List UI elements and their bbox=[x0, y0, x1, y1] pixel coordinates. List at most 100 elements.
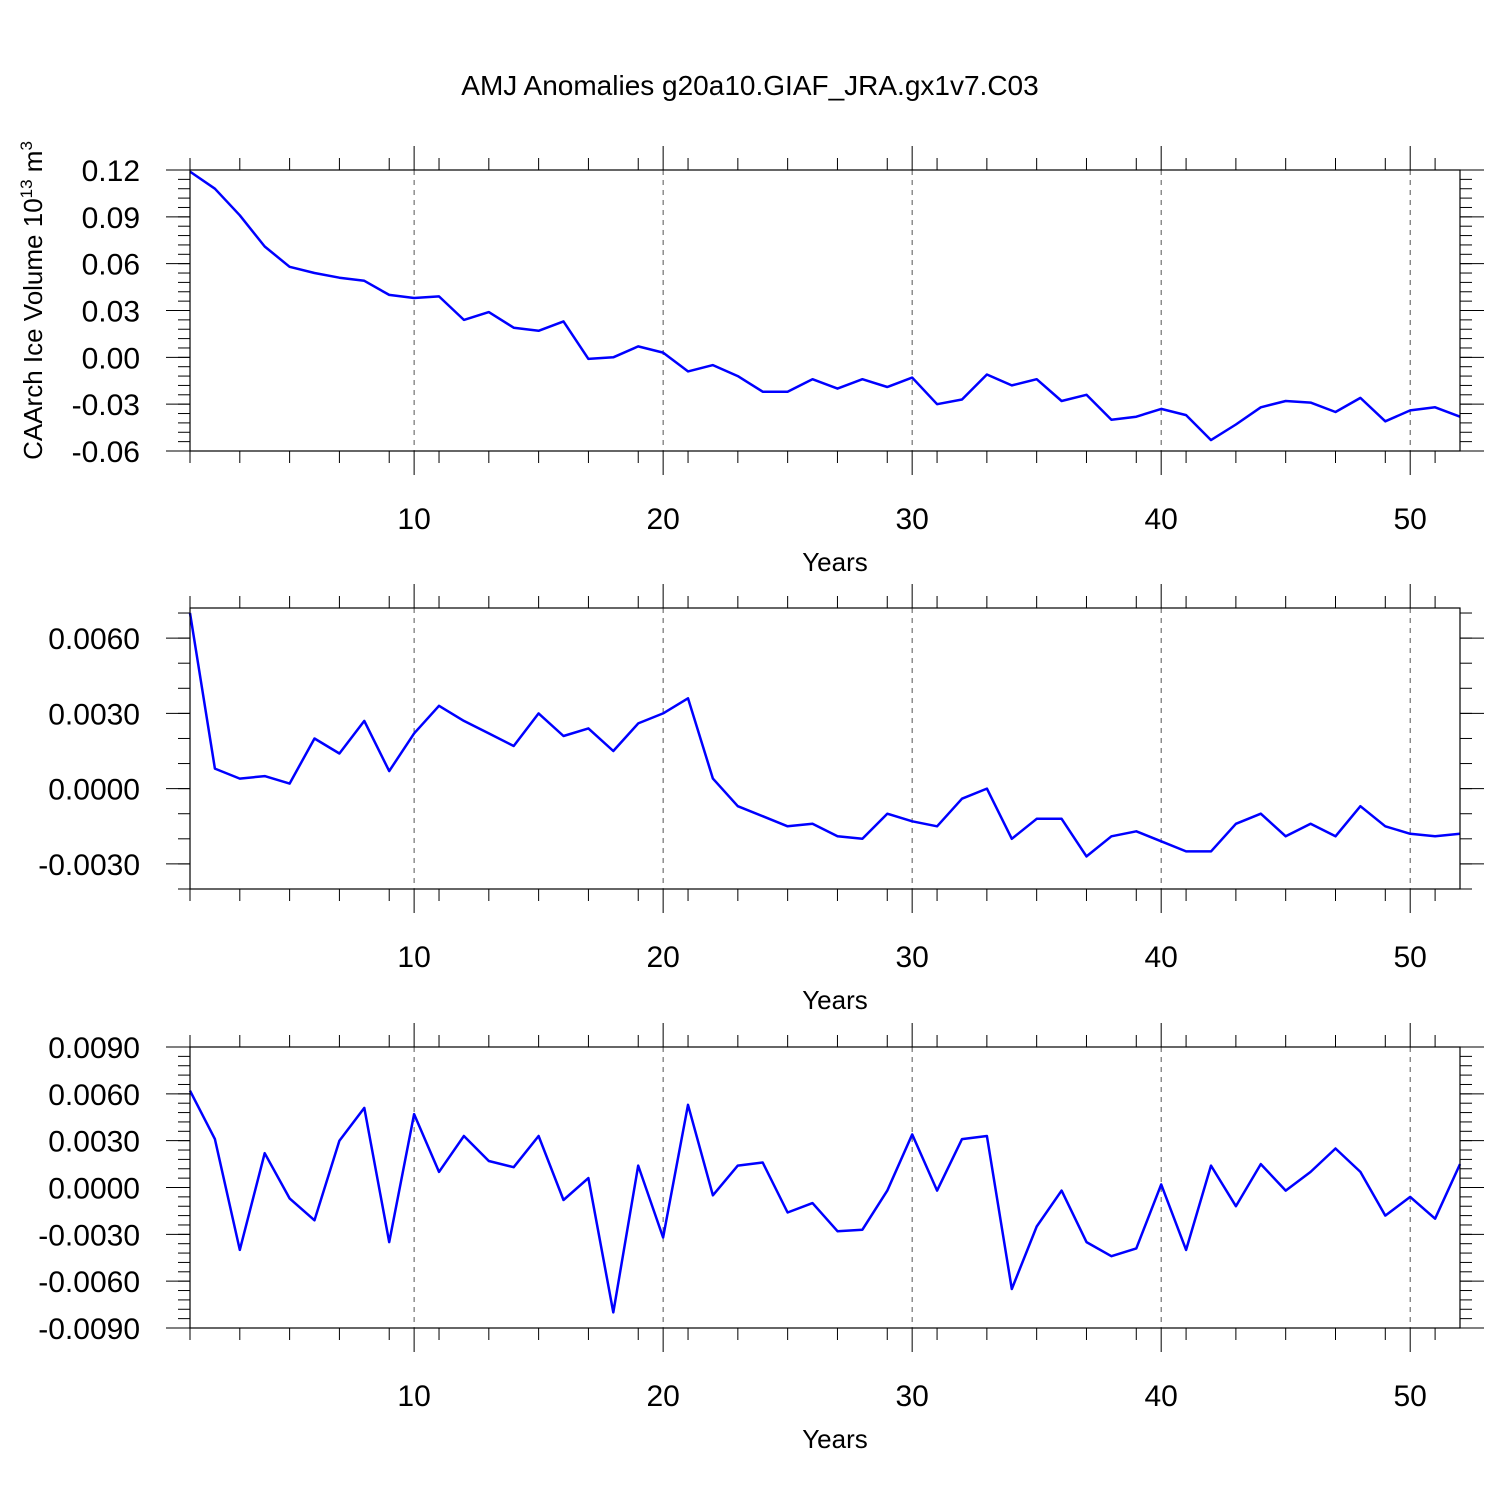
data-point bbox=[1010, 383, 1014, 387]
data-point bbox=[1433, 834, 1437, 838]
data-point bbox=[313, 736, 317, 740]
chart-panel-3: 10 20 30 40 50 -0.0090 -0.0060 -0.0030 0.0000 0.0… bbox=[38, 1023, 1484, 1454]
data-point bbox=[337, 1139, 341, 1143]
data-point bbox=[611, 1310, 615, 1314]
x-tick-label: 50 bbox=[1394, 503, 1427, 536]
data-point bbox=[960, 1137, 964, 1141]
data-point bbox=[1109, 418, 1113, 422]
x-tick-label: 20 bbox=[646, 1380, 679, 1413]
data-point bbox=[213, 187, 217, 191]
data-point bbox=[1134, 829, 1138, 833]
data-point bbox=[1234, 422, 1238, 426]
data-point bbox=[1259, 405, 1263, 409]
data-point bbox=[487, 310, 491, 314]
data-point bbox=[860, 837, 864, 841]
data-point bbox=[362, 719, 366, 723]
data-point bbox=[1035, 817, 1039, 821]
data-point bbox=[611, 355, 615, 359]
data-point bbox=[661, 351, 665, 355]
data-point bbox=[1383, 419, 1387, 423]
data-point bbox=[1284, 834, 1288, 838]
x-axis-label: Years bbox=[802, 547, 868, 577]
data-point bbox=[238, 777, 242, 781]
y-tick-label: -0.03 bbox=[72, 389, 140, 422]
y-tick-label: -0.0030 bbox=[38, 1219, 140, 1252]
data-point bbox=[1408, 832, 1412, 836]
data-point bbox=[985, 1134, 989, 1138]
data-point bbox=[786, 824, 790, 828]
data-point bbox=[487, 1159, 491, 1163]
data-point bbox=[1358, 804, 1362, 808]
data-point bbox=[835, 387, 839, 391]
x-tick-label: 40 bbox=[1144, 1380, 1177, 1413]
data-point bbox=[1035, 377, 1039, 381]
data-point bbox=[661, 1235, 665, 1239]
data-point bbox=[1060, 817, 1064, 821]
data-point bbox=[313, 1218, 317, 1222]
y-tick-label: 0.03 bbox=[82, 296, 140, 329]
data-point bbox=[238, 213, 242, 217]
data-point bbox=[736, 374, 740, 378]
data-point bbox=[1433, 1217, 1437, 1221]
data-point bbox=[1134, 415, 1138, 419]
y-tick-label: 0.09 bbox=[82, 202, 140, 235]
data-point bbox=[1109, 1254, 1113, 1258]
data-point bbox=[1408, 408, 1412, 412]
data-point bbox=[1333, 834, 1337, 838]
data-point bbox=[213, 767, 217, 771]
data-point bbox=[562, 1198, 566, 1202]
data-point bbox=[362, 1106, 366, 1110]
y-tick-label: 0.0060 bbox=[48, 623, 140, 656]
data-point bbox=[1184, 849, 1188, 853]
data-point bbox=[1035, 1225, 1039, 1229]
x-tick-label: 10 bbox=[397, 941, 430, 974]
data-point bbox=[736, 804, 740, 808]
y-tick-label: 0.0090 bbox=[48, 1032, 140, 1065]
data-point bbox=[238, 1248, 242, 1252]
data-point bbox=[462, 1134, 466, 1138]
data-point bbox=[263, 774, 267, 778]
y-tick-label: 0.0000 bbox=[48, 1173, 140, 1206]
data-point bbox=[586, 357, 590, 361]
data-point bbox=[1309, 822, 1313, 826]
data-point bbox=[885, 812, 889, 816]
plot-frame bbox=[189, 169, 1461, 452]
data-point bbox=[711, 363, 715, 367]
data-point bbox=[462, 318, 466, 322]
x-tick-label: 50 bbox=[1394, 1380, 1427, 1413]
data-point bbox=[586, 1176, 590, 1180]
y-tick-label: 0.06 bbox=[82, 249, 140, 282]
x-tick-label: 20 bbox=[646, 503, 679, 536]
page-title: AMJ Anomalies g20a10.GIAF_JRA.gx1v7.C03 bbox=[461, 70, 1039, 101]
x-tick-label: 50 bbox=[1394, 941, 1427, 974]
data-point bbox=[1309, 401, 1313, 405]
data-point bbox=[437, 294, 441, 298]
x-tick-label: 40 bbox=[1144, 941, 1177, 974]
data-point bbox=[1134, 1246, 1138, 1250]
x-axis-label: Years bbox=[802, 1424, 868, 1454]
data-point bbox=[1284, 399, 1288, 403]
y-tick-label: 0.00 bbox=[82, 342, 140, 375]
data-point bbox=[1209, 438, 1213, 442]
y-tick-label: -0.0030 bbox=[38, 849, 140, 882]
y-tick-label: 0.0000 bbox=[48, 774, 140, 807]
x-tick-label: 30 bbox=[895, 1380, 928, 1413]
data-point bbox=[985, 787, 989, 791]
data-point bbox=[811, 1201, 815, 1205]
data-point bbox=[811, 822, 815, 826]
data-point bbox=[288, 782, 292, 786]
x-tick-label: 30 bbox=[895, 503, 928, 536]
data-point bbox=[1234, 1204, 1238, 1208]
data-point bbox=[313, 271, 317, 275]
data-point bbox=[1408, 1195, 1412, 1199]
data-point bbox=[387, 769, 391, 773]
data-point bbox=[1184, 413, 1188, 417]
y-tick-label: 0.0030 bbox=[48, 1126, 140, 1159]
data-point bbox=[786, 390, 790, 394]
x-tick-label: 40 bbox=[1144, 503, 1177, 536]
data-point bbox=[537, 1134, 541, 1138]
data-point bbox=[387, 293, 391, 297]
y-tick-label: -0.06 bbox=[72, 436, 140, 469]
data-point bbox=[263, 244, 267, 248]
